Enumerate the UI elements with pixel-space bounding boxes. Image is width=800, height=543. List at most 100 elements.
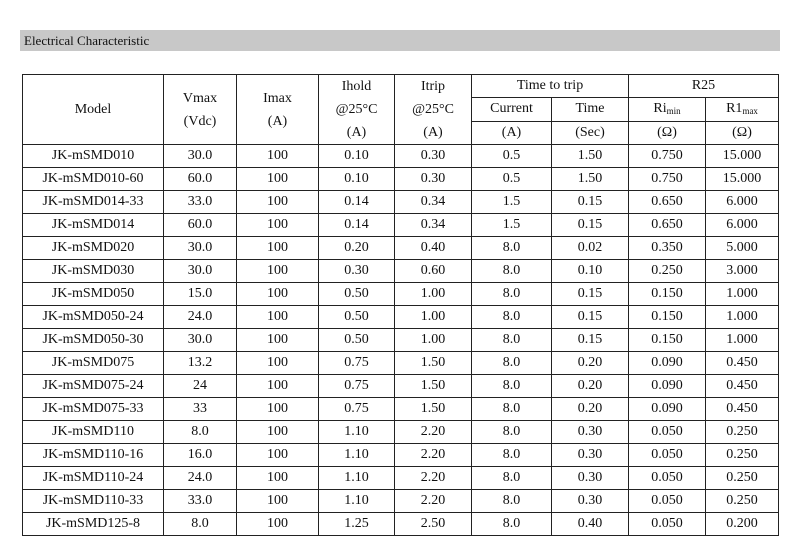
value-cell: 0.20: [318, 236, 395, 260]
data-row: JK-mSMD010-60 60.0 100 0.10 0.30 0.5 1.50 0.750…: [22, 167, 780, 191]
value-cell: 100: [236, 397, 319, 421]
value-cell: 0.050: [628, 489, 707, 513]
head-cell: Itrip @25°C (A): [394, 74, 472, 145]
value-cell: 0.50: [318, 328, 395, 352]
value-cell: 2.50: [394, 512, 472, 536]
value-cell: 0.250: [628, 259, 707, 283]
head-cell: Time: [550, 97, 630, 122]
data-row: JK-mSMD110-24 24.0 100 1.10 2.20 8.0 0.30 0.050…: [22, 466, 780, 490]
value-cell: 0.350: [628, 236, 707, 260]
value-cell: 8.0: [471, 420, 552, 444]
value-cell: 1.10: [318, 420, 395, 444]
value-cell: 0.15: [550, 282, 630, 306]
value-cell: 100: [236, 443, 319, 467]
value-cell: 60.0: [163, 213, 237, 237]
head-cell: (Ω): [628, 120, 707, 146]
value-cell: 0.450: [705, 351, 780, 375]
value-cell: 1.5: [471, 190, 552, 214]
head-cell: Ihold @25°C (A): [318, 74, 395, 145]
value-cell: 8.0: [471, 259, 552, 283]
value-cell: 1.25: [318, 512, 395, 536]
value-cell: 0.650: [628, 213, 707, 237]
data-row: JK-mSMD050-24 24.0 100 0.50 1.00 8.0 0.15 0.150…: [22, 305, 780, 329]
value-cell: 8.0: [471, 282, 552, 306]
model-cell: JK-mSMD110: [22, 420, 164, 444]
value-cell: 0.50: [318, 282, 395, 306]
value-cell: 0.50: [318, 305, 395, 329]
head-cell: Vmax (Vdc): [163, 74, 237, 145]
model-cell: JK-mSMD014-33: [22, 190, 164, 214]
value-cell: 15.0: [163, 282, 237, 306]
value-cell: 1.00: [394, 328, 472, 352]
value-cell: 100: [236, 167, 319, 191]
value-cell: 33.0: [163, 190, 237, 214]
value-cell: 0.02: [550, 236, 630, 260]
value-cell: 8.0: [471, 305, 552, 329]
value-cell: 15.000: [705, 144, 780, 168]
value-cell: 8.0: [471, 397, 552, 421]
value-cell: 8.0: [471, 236, 552, 260]
model-cell: JK-mSMD110-33: [22, 489, 164, 513]
value-cell: 60.0: [163, 167, 237, 191]
value-cell: 0.30: [550, 466, 630, 490]
head-text: @25°C: [412, 102, 454, 117]
value-cell: 1.50: [394, 374, 472, 398]
data-row: JK-mSMD050 15.0 100 0.50 1.00 8.0 0.15 0.150 1.0…: [22, 282, 780, 306]
value-cell: 1.000: [705, 305, 780, 329]
head-cell: R25: [628, 73, 780, 99]
value-cell: 0.090: [628, 397, 707, 421]
head-cell: Model: [22, 74, 164, 145]
head-row: Model Vmax (Vdc) Imax (A) Ihold @25°C (A) It…: [22, 73, 780, 145]
value-cell: 0.150: [628, 282, 707, 306]
head-text: Vmax: [182, 90, 218, 106]
value-cell: 1.50: [550, 167, 630, 191]
table-head: Model Vmax (Vdc) Imax (A) Ihold @25°C (A) It…: [22, 73, 780, 146]
value-cell: 0.30: [394, 144, 472, 168]
value-cell: 0.30: [550, 420, 630, 444]
value-cell: 1.50: [394, 351, 472, 375]
value-cell: 0.34: [394, 190, 472, 214]
data-row: JK-mSMD075-33 33 100 0.75 1.50 8.0 0.20 0.090 0.…: [22, 397, 780, 421]
head-text: Ri: [653, 101, 667, 117]
data-row: JK-mSMD014-33 33.0 100 0.14 0.34 1.5 0.15 0.650…: [22, 190, 780, 214]
value-cell: 0.450: [705, 374, 780, 398]
value-cell: 0.250: [705, 466, 780, 490]
head-text: R1: [726, 101, 743, 117]
value-cell: 33: [163, 397, 237, 421]
spec-table: Model Vmax (Vdc) Imax (A) Ihold @25°C (A) It…: [22, 73, 780, 536]
section-title: Electrical Characteristic: [24, 33, 150, 48]
value-cell: 0.750: [628, 167, 707, 191]
value-cell: 0.050: [628, 466, 707, 490]
value-cell: 100: [236, 190, 319, 214]
value-cell: 0.10: [318, 167, 395, 191]
head-cell: (Sec): [550, 120, 630, 146]
value-cell: 0.30: [318, 259, 395, 283]
value-cell: 0.15: [550, 328, 630, 352]
value-cell: 1.000: [705, 282, 780, 306]
value-cell: 30.0: [163, 328, 237, 352]
model-cell: JK-mSMD075-24: [22, 374, 164, 398]
value-cell: 3.000: [705, 259, 780, 283]
value-cell: 0.200: [705, 512, 780, 536]
head-cell: Current: [471, 97, 552, 122]
value-cell: 0.34: [394, 213, 472, 237]
value-cell: 0.30: [550, 489, 630, 513]
value-cell: 5.000: [705, 236, 780, 260]
value-cell: 0.150: [628, 305, 707, 329]
head-text: (A): [267, 113, 288, 129]
head-text: (A): [346, 125, 367, 140]
value-cell: 24: [163, 374, 237, 398]
model-cell: JK-mSMD075: [22, 351, 164, 375]
model-cell: JK-mSMD030: [22, 259, 164, 283]
head-row: (A) (Sec) (Ω) (Ω): [23, 120, 780, 146]
value-cell: 100: [236, 328, 319, 352]
value-cell: 0.60: [394, 259, 472, 283]
data-row: JK-mSMD050-30 30.0 100 0.50 1.00 8.0 0.15 0.150…: [22, 328, 780, 352]
model-cell: JK-mSMD050-24: [22, 305, 164, 329]
value-cell: 30.0: [163, 236, 237, 260]
value-cell: 24.0: [163, 305, 237, 329]
head-cell: (A): [471, 120, 552, 146]
value-cell: 0.050: [628, 512, 707, 536]
value-cell: 1.10: [318, 443, 395, 467]
